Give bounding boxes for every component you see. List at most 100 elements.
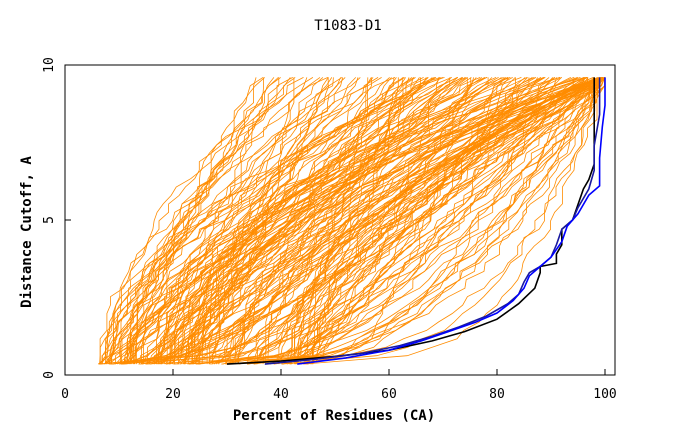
model-curve (283, 77, 440, 365)
model-curve (99, 77, 445, 365)
model-curve (109, 77, 499, 365)
x-tick-label: 80 (489, 387, 505, 402)
model-curve (120, 77, 321, 365)
x-tick-label: 100 (593, 387, 616, 402)
model-curve (265, 77, 463, 365)
model-curve (270, 77, 530, 365)
model-curve (173, 77, 605, 365)
model-curve (106, 77, 291, 365)
model-curve (196, 77, 606, 365)
y-axis: 0 5 10 (42, 57, 71, 379)
model-curve (211, 77, 344, 365)
model-curve (246, 77, 556, 365)
model-curve (300, 77, 451, 365)
model-curve (98, 77, 403, 365)
model-curve (140, 77, 578, 365)
model-curve (194, 77, 606, 365)
model-curve (126, 77, 379, 365)
model-curve (199, 77, 606, 365)
chart-title: T1083-D1 (314, 18, 381, 34)
model-curve (125, 77, 497, 365)
model-curve (225, 77, 605, 365)
model-curve (138, 77, 373, 365)
x-tick-label: 60 (381, 387, 397, 402)
highlight-layer (226, 77, 606, 365)
model-curve (305, 77, 600, 365)
model-curve (188, 77, 589, 365)
model-curve (124, 77, 587, 365)
model-curve (98, 77, 257, 365)
model-curve (147, 77, 522, 365)
model-curve (160, 77, 441, 365)
model-curve (305, 77, 606, 365)
y-axis-label: Distance Cutoff, A (19, 156, 35, 308)
curves-layer (97, 77, 606, 365)
x-axis-label: Percent of Residues (CA) (233, 408, 435, 424)
model-curve (121, 77, 516, 365)
model-curve (235, 77, 452, 365)
model-curve (151, 77, 502, 365)
y-tick-label: 10 (42, 57, 57, 73)
model-curve (178, 77, 413, 365)
y-tick-label: 0 (42, 371, 57, 379)
model-curve (300, 77, 509, 365)
model-curve (307, 77, 603, 365)
model-curve (158, 77, 395, 365)
model-curve (135, 77, 487, 365)
model-curve (310, 77, 526, 365)
model-curve (145, 77, 602, 365)
model-curve (184, 77, 435, 365)
model-curve (295, 77, 606, 365)
x-tick-label: 0 (61, 387, 69, 402)
model-curve (103, 77, 464, 365)
model-curve (232, 77, 606, 365)
model-curve (288, 77, 588, 365)
model-curve (291, 77, 604, 365)
model-curve (187, 77, 489, 365)
model-curve (191, 77, 329, 365)
model-curve (127, 77, 329, 365)
x-tick-label: 40 (273, 387, 289, 402)
model-curve (293, 77, 603, 365)
model-curve (122, 77, 308, 365)
model-curve (121, 77, 459, 365)
model-curve (99, 77, 382, 365)
model-curve (133, 77, 511, 365)
model-curve (256, 77, 606, 365)
model-curve (108, 77, 463, 365)
model-curve (99, 77, 410, 365)
model-curve (163, 77, 467, 365)
model-curve (281, 77, 606, 365)
x-axis: 0 20 40 60 80 100 (61, 369, 617, 402)
model-curve (273, 77, 600, 365)
model-curve (124, 77, 561, 365)
model-curve (297, 77, 516, 365)
model-curve (99, 77, 436, 365)
model-curve (225, 77, 571, 365)
model-curve (281, 77, 606, 365)
model-curve (149, 77, 598, 365)
model-curve (294, 77, 606, 365)
highlight-curve (226, 77, 596, 365)
model-curve (213, 77, 545, 365)
model-curve (161, 77, 542, 365)
model-curve (312, 77, 546, 365)
model-curve (110, 77, 264, 365)
model-curve (177, 77, 458, 365)
model-curve (296, 77, 605, 365)
model-curve (221, 77, 557, 365)
model-curve (106, 77, 333, 365)
model-curve (201, 77, 357, 365)
model-curve (166, 77, 481, 365)
model-curve (184, 77, 486, 365)
model-curve (104, 77, 265, 365)
model-curve (158, 77, 504, 365)
model-curve (247, 77, 528, 365)
model-curve (111, 77, 295, 365)
model-curve (274, 77, 513, 365)
model-curve (172, 77, 483, 365)
model-curve (141, 77, 416, 365)
model-curve (197, 77, 343, 365)
